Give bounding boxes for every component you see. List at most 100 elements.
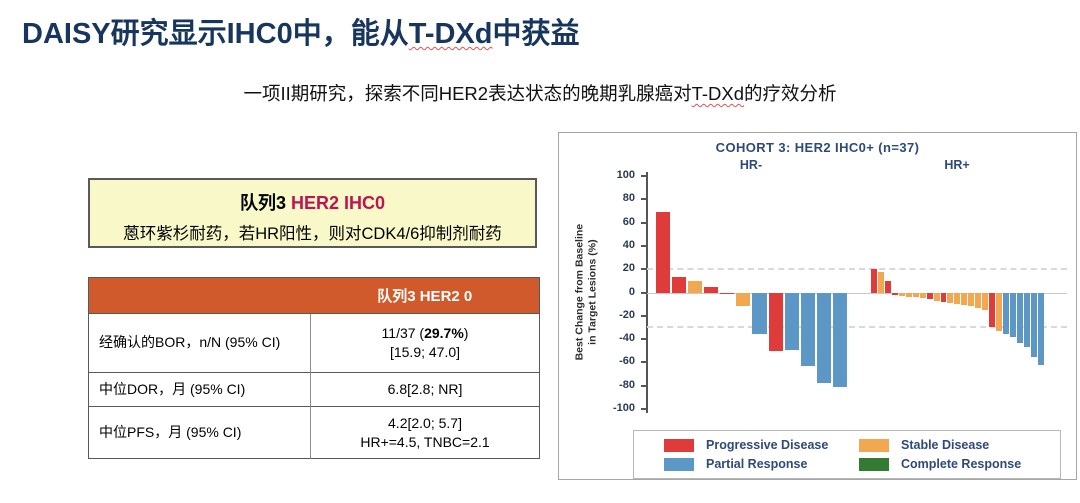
chart-panel: COHORT 3: HER2 IHC0+ (n=37) HR- HR+ Best… xyxy=(558,132,1077,480)
bar-slot xyxy=(1030,176,1037,409)
bar-sd xyxy=(947,292,954,303)
subtitle-post: 的疗效分析 xyxy=(744,83,837,104)
bor-value-post: ) xyxy=(463,325,469,341)
bar-slot xyxy=(720,176,735,409)
bar-slot xyxy=(784,176,799,409)
bar-slot xyxy=(752,176,767,409)
bar-sd xyxy=(975,292,982,308)
legend-swatch-pd xyxy=(664,438,694,452)
legend-item: Complete Response xyxy=(859,457,1054,471)
y-tick-mark xyxy=(641,361,647,364)
bar-pr xyxy=(1010,292,1017,337)
bar-slot xyxy=(1010,176,1017,409)
table-header-row: 队列3 HER2 0 xyxy=(88,277,540,314)
bar-slot xyxy=(877,176,884,409)
y-tick-label: -20 xyxy=(619,308,635,321)
cohort-box-description: 蒽环紫杉耐药，若HR阳性，则对CDK4/6抑制剂耐药 xyxy=(123,225,502,243)
legend-label: Partial Response xyxy=(706,457,808,471)
bar-slot xyxy=(800,176,815,409)
reference-line xyxy=(647,268,1067,271)
page-title: DAISY研究显示IHC0中，能从T-DXd中获益 xyxy=(22,10,580,52)
bar-slot xyxy=(656,176,671,409)
bar-sd xyxy=(688,280,703,293)
cohort-box: 队列3 HER2 IHC0 蒽环紫杉耐药，若HR阳性，则对CDK4/6抑制剂耐药 xyxy=(88,178,537,248)
bar-slot xyxy=(954,176,961,409)
title-post: 中获益 xyxy=(492,18,580,50)
bar-sd xyxy=(736,292,751,307)
table-header-cohort: 队列3 HER2 0 xyxy=(310,277,540,314)
bar-slot xyxy=(905,176,912,409)
bar-pd xyxy=(926,292,933,300)
legend-swatch-sd xyxy=(859,438,889,452)
bar-pr xyxy=(1017,292,1023,343)
bar-slot xyxy=(996,176,1003,409)
group-label-hr-minus: HR- xyxy=(739,158,763,172)
cohort-box-title: 队列3 HER2 IHC0 xyxy=(90,189,535,215)
y-tick-mark xyxy=(641,338,647,341)
bar-slot xyxy=(688,176,703,409)
bor-value-pre: 11/37 ( xyxy=(381,325,425,341)
bar-slot xyxy=(832,176,847,409)
bar-slot xyxy=(968,176,975,409)
y-tick-label: -40 xyxy=(619,332,635,345)
bar-slot xyxy=(982,176,989,409)
bar-pr xyxy=(752,292,767,335)
bar-pd xyxy=(884,280,891,293)
reference-line xyxy=(647,326,1067,329)
bar-slot xyxy=(768,176,783,409)
bar-pr xyxy=(1023,292,1030,348)
row-label-bor: 经确认的BOR，n/N (95% CI) xyxy=(88,313,311,373)
bar-pr xyxy=(800,292,815,366)
bar-sd xyxy=(912,292,919,298)
bar-slot xyxy=(961,176,968,409)
bar-slot xyxy=(947,176,954,409)
pfs-subgroups: HR+=4.5, TNBC=2.1 xyxy=(360,433,490,450)
bar-slot xyxy=(933,176,940,409)
bar-pd xyxy=(768,292,783,351)
bar-sd xyxy=(996,292,1003,331)
bar-pd xyxy=(871,269,877,293)
bar-slot xyxy=(912,176,919,409)
cohort-title-prefix: 队列3 xyxy=(239,193,291,213)
bar-pr xyxy=(832,292,847,387)
bar-sd xyxy=(877,271,884,293)
legend-label: Stable Disease xyxy=(901,438,990,452)
legend-item: Partial Response xyxy=(664,457,859,471)
y-tick-mark xyxy=(641,384,647,387)
bar-pd xyxy=(940,292,947,302)
bar-slot xyxy=(704,176,719,409)
bar-slot xyxy=(736,176,751,409)
bar-pr xyxy=(1003,292,1010,335)
bar-slot xyxy=(898,176,905,409)
bar-pr xyxy=(1030,292,1037,357)
bar-sd xyxy=(905,292,912,298)
chart-legend: Progressive Disease Stable Disease Partial… xyxy=(633,430,1061,479)
bar-sd xyxy=(954,292,961,305)
bar-sd xyxy=(933,292,940,301)
y-tick-mark xyxy=(641,291,647,294)
bar-sd xyxy=(968,292,975,307)
bor-value-bold: 29.7% xyxy=(424,325,464,341)
bar-slot xyxy=(919,176,926,409)
legend-swatch-pr xyxy=(664,457,694,471)
bar-pr xyxy=(1037,292,1044,365)
y-tick-mark xyxy=(641,198,647,201)
table-header-empty xyxy=(88,277,311,314)
pfs-value: 4.2[2.0; 5.7] xyxy=(388,414,462,431)
y-tick-label: 40 xyxy=(622,238,635,251)
bar-pr xyxy=(784,292,799,350)
bar-slot xyxy=(926,176,933,409)
y-tick-label: -80 xyxy=(619,378,635,391)
row-label-dor: 中位DOR，月 (95% CI) xyxy=(88,371,311,407)
bar-slot xyxy=(1023,176,1030,409)
y-tick-label: 80 xyxy=(622,192,635,205)
group-label-hr-plus: HR+ xyxy=(944,158,970,172)
y-tick-label: 20 xyxy=(622,262,635,275)
y-tick-label: 100 xyxy=(616,169,635,181)
bar-slot xyxy=(891,176,898,409)
cohort-title-highlight: HER2 IHC0 xyxy=(290,193,386,213)
bar-pd xyxy=(891,292,898,295)
row-value-dor: 6.8[2.8; NR] xyxy=(310,371,540,407)
bar-slot xyxy=(816,176,831,409)
